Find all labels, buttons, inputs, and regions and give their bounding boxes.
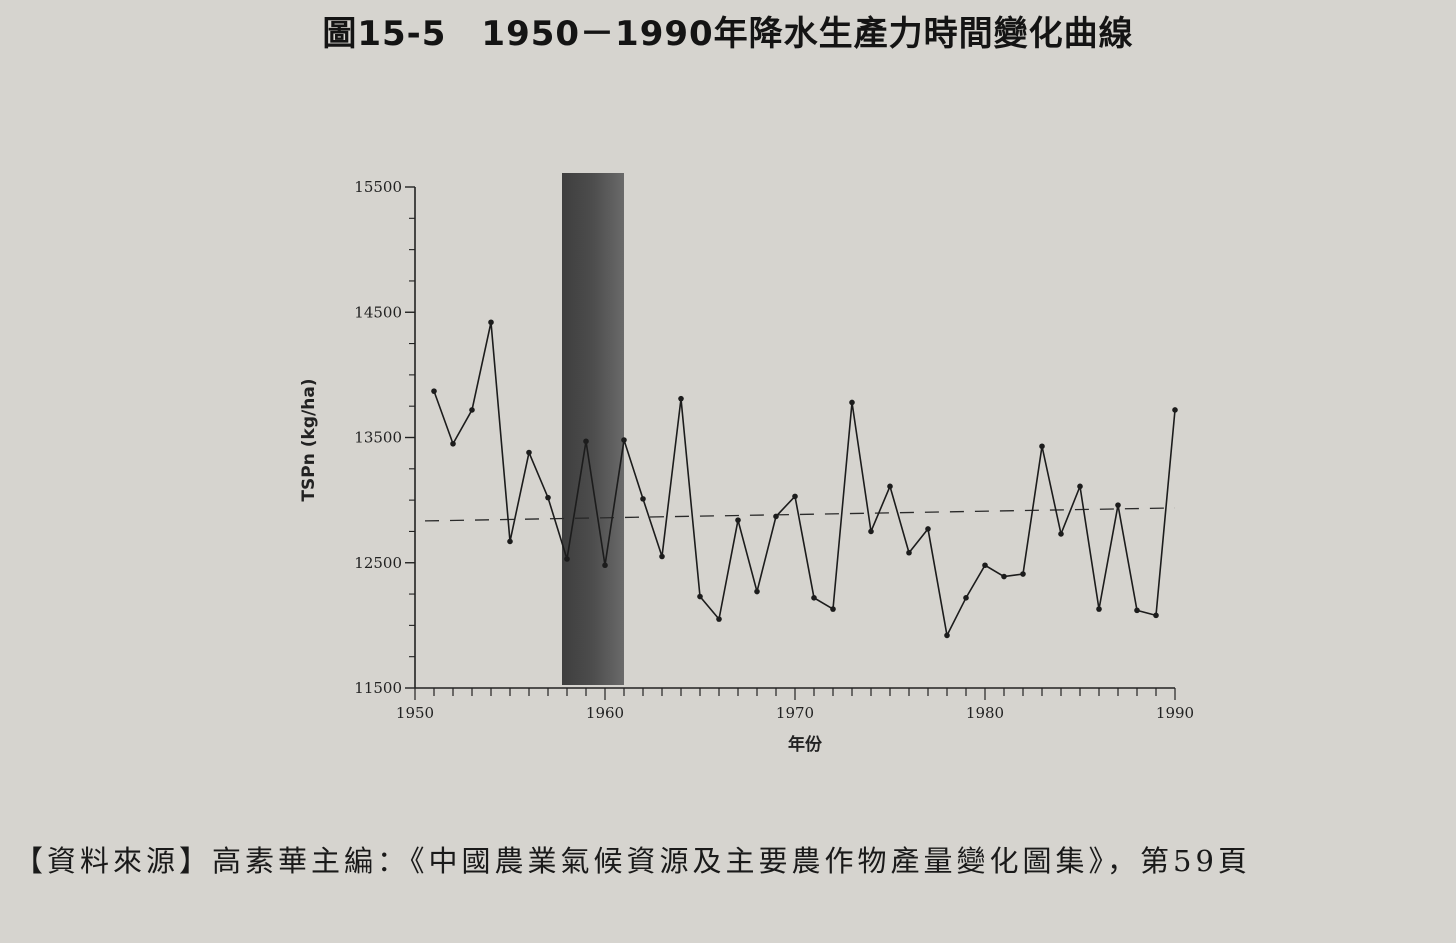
data-point (1039, 443, 1045, 450)
data-point (621, 437, 627, 443)
data-point (545, 494, 551, 501)
data-point (507, 538, 513, 545)
x-tick-label: 1990 (1156, 704, 1194, 722)
data-point (830, 606, 836, 612)
data-point (450, 440, 456, 447)
y-tick-label: 15500 (354, 178, 402, 196)
data-point (640, 496, 646, 502)
x-tick-label: 1960 (586, 704, 624, 722)
data-point (792, 493, 798, 500)
series-line (433, 322, 1176, 638)
data-point (811, 595, 817, 601)
highlight-band (562, 173, 624, 685)
data-point (963, 595, 969, 601)
data-point (982, 562, 988, 569)
data-point (697, 593, 703, 600)
data-point (602, 562, 608, 569)
series-layer (431, 319, 1178, 639)
x-tick-label: 1970 (776, 704, 814, 722)
y-tick-label: 14500 (354, 303, 402, 321)
highlight-band-layer (562, 173, 624, 685)
data-point (431, 388, 437, 394)
data-point (1134, 607, 1140, 614)
y-tick-label: 11500 (354, 679, 402, 697)
data-point (583, 438, 589, 445)
x-axis-title: 年份 (788, 734, 823, 755)
data-point (659, 553, 665, 560)
data-point (469, 407, 475, 413)
y-tick-label: 13500 (354, 429, 402, 447)
data-point (887, 483, 893, 490)
y-tick-label: 12500 (354, 554, 402, 572)
data-point (564, 556, 570, 562)
data-point (849, 399, 855, 406)
data-point (735, 517, 741, 523)
data-point (754, 588, 760, 595)
data-point (1096, 606, 1102, 612)
data-point (773, 513, 779, 520)
data-point (1001, 573, 1007, 580)
x-tick-label: 1980 (966, 704, 1004, 722)
data-point (1020, 571, 1026, 577)
data-point (1058, 531, 1064, 537)
data-point (925, 526, 931, 532)
data-point (1077, 483, 1083, 490)
data-point (944, 632, 950, 639)
source-citation: 【資料來源】高素華主編：《中國農業氣候資源及主要農作物產量變化圖集》，第59頁 (14, 844, 1251, 878)
reference-line-layer (424, 507, 1176, 522)
data-point (906, 549, 912, 556)
data-point (868, 528, 874, 535)
x-tick-label: 1950 (396, 704, 434, 722)
data-point (1153, 612, 1159, 619)
mean-reference-line (424, 507, 1176, 522)
figure-title: 圖15-5 1950－1990年降水生產力時間變化曲線 (322, 14, 1134, 54)
data-point (1172, 407, 1178, 413)
y-axis-title: TSPn (kg/ha) (299, 378, 319, 501)
data-point (1115, 502, 1121, 508)
data-point (488, 319, 494, 326)
data-point (526, 449, 532, 456)
data-point (678, 395, 684, 402)
axes-layer: 11500 12500 13500 14500 15500 1950 1960 1970 198… (354, 178, 1194, 722)
data-point (716, 616, 722, 622)
